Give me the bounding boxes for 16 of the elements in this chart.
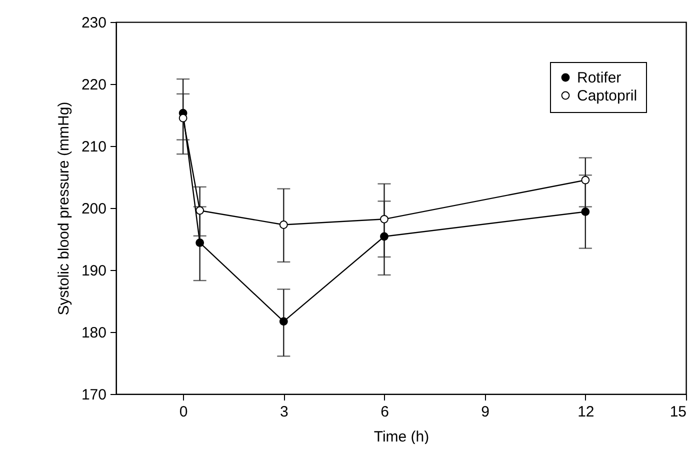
- x-tick-label: 15: [670, 404, 686, 420]
- x-tick-label: 0: [179, 404, 188, 420]
- legend-label: Captopril: [577, 88, 638, 104]
- y-tick-label: 200: [81, 200, 106, 218]
- y-tick-label: 210: [81, 138, 106, 156]
- x-tick-label: 3: [280, 404, 288, 420]
- y-tick-label: 180: [81, 324, 106, 342]
- y-tick-label: 190: [81, 262, 106, 280]
- y-axis-title: Systolic blood pressure (mmHg): [55, 102, 72, 316]
- y-tick-label: 220: [81, 76, 106, 94]
- legend-label: Rotifer: [577, 70, 622, 86]
- y-tick-label: 170: [81, 386, 106, 404]
- x-tick-label: 12: [578, 404, 594, 420]
- x-tick-label: 6: [380, 404, 389, 420]
- y-tick-label: 230: [81, 14, 106, 32]
- x-tick-label: 9: [481, 404, 490, 420]
